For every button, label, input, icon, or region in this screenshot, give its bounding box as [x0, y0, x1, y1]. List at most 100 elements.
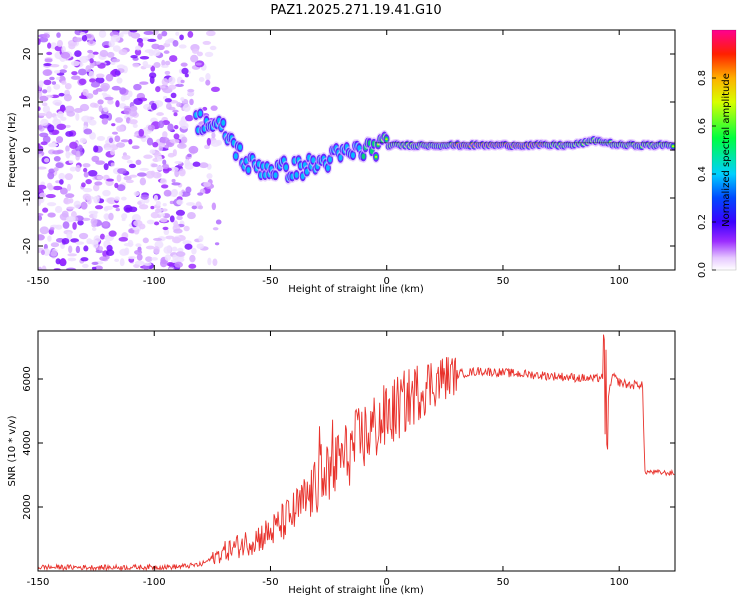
spectrogram-xlabel: Height of straight line (km): [288, 284, 424, 295]
noise-blob: [38, 90, 43, 98]
noise-blob: [149, 149, 156, 154]
noise-blob: [119, 258, 125, 267]
noise-blob: [47, 212, 56, 218]
colorbar-tick-label: 0.0: [697, 262, 708, 278]
noise-blob: [141, 37, 150, 41]
ridge-mid: [246, 167, 251, 174]
noise-blob: [45, 194, 56, 199]
noise-blob: [42, 248, 51, 256]
noise-blob: [127, 255, 136, 260]
noise-blob: [52, 99, 63, 106]
noise-blob: [169, 200, 175, 205]
noise-blob: [62, 221, 70, 229]
x-tick-label: -150: [27, 276, 50, 287]
noise-blob: [178, 119, 186, 127]
noise-blob: [42, 89, 48, 94]
noise-blob: [182, 240, 192, 245]
noise-blob: [115, 207, 120, 212]
noise-blob: [65, 145, 70, 153]
noise-blob: [210, 105, 218, 111]
noise-blob: [179, 34, 184, 41]
noise-blob: [106, 51, 115, 58]
noise-blob: [153, 221, 160, 226]
noise-blob: [81, 182, 86, 188]
noise-blob: [129, 174, 138, 178]
ridge-mid: [233, 153, 238, 160]
noise-blob: [41, 265, 47, 270]
noise-blob: [123, 242, 134, 247]
noise-blob: [72, 221, 77, 230]
noise-blob: [97, 99, 104, 105]
noise-blob: [101, 92, 108, 97]
noise-blob: [104, 96, 114, 101]
noise-blob: [138, 204, 149, 210]
noise-blob: [132, 63, 140, 68]
noise-blob: [162, 131, 168, 139]
noise-blob: [110, 61, 116, 65]
noise-blob: [92, 51, 99, 55]
noise-blob: [130, 55, 138, 59]
noise-blob: [85, 179, 92, 185]
ridge-mid: [327, 156, 332, 163]
noise-blob: [96, 73, 105, 79]
x-tick-label: 50: [497, 577, 510, 588]
noise-blob: [89, 58, 94, 64]
noise-blob: [39, 226, 49, 235]
noise-blob: [199, 162, 209, 169]
noise-blob: [175, 31, 180, 36]
noise-blob: [175, 209, 185, 217]
colorbar-tick-label: 0.4: [697, 166, 708, 182]
noise-blob: [80, 201, 88, 210]
noise-blob: [108, 137, 114, 144]
noise-blob: [161, 184, 169, 189]
noise-blob: [156, 155, 163, 162]
snr-axes: -150 -100 -50 0 50 100 2000 4000 6000: [22, 331, 675, 588]
noise-blob: [139, 167, 149, 171]
noise-blob: [154, 208, 161, 214]
noise-blob: [39, 192, 47, 198]
noise-blob: [91, 155, 100, 163]
noise-blob: [156, 112, 164, 116]
noise-blob: [70, 238, 80, 243]
noise-blob: [116, 64, 126, 70]
noise-blob: [209, 45, 217, 51]
noise-blob: [171, 236, 182, 244]
noise-blob: [67, 183, 72, 192]
noise-blob: [165, 235, 175, 240]
noise-blob: [50, 250, 58, 257]
noise-blob: [133, 83, 142, 91]
noise-blob: [163, 228, 170, 236]
noise-blob: [118, 49, 128, 56]
noise-blob: [198, 76, 205, 83]
noise-blob: [58, 92, 65, 97]
noise-blob: [66, 267, 76, 270]
noise-blob: [48, 168, 56, 174]
noise-blob: [150, 102, 157, 111]
ridge-core: [671, 145, 675, 148]
noise-blob: [153, 237, 163, 242]
noise-blob: [116, 125, 125, 132]
noise-blob: [89, 102, 97, 108]
noise-blob: [153, 62, 161, 68]
noise-blob: [43, 63, 52, 67]
noise-blob: [202, 40, 211, 45]
noise-blob: [164, 98, 172, 103]
noise-blob: [75, 164, 81, 173]
noise-blob: [173, 228, 183, 234]
noise-blob: [114, 196, 120, 201]
noise-blob: [68, 43, 76, 50]
noise-blob: [88, 119, 97, 126]
noise-blob: [133, 219, 143, 227]
noise-blob: [50, 242, 60, 248]
colorbar-tick-label: 0.2: [697, 214, 708, 230]
noise-blob: [81, 115, 91, 123]
noise-blob: [56, 149, 64, 154]
ridge-mid: [325, 164, 330, 171]
x-tick-label: 0: [384, 577, 390, 588]
noise-blob: [126, 159, 133, 164]
noise-blob: [68, 160, 74, 164]
noise-blob: [188, 145, 199, 154]
noise-blob: [73, 200, 82, 209]
snr-frame: [37, 330, 676, 572]
